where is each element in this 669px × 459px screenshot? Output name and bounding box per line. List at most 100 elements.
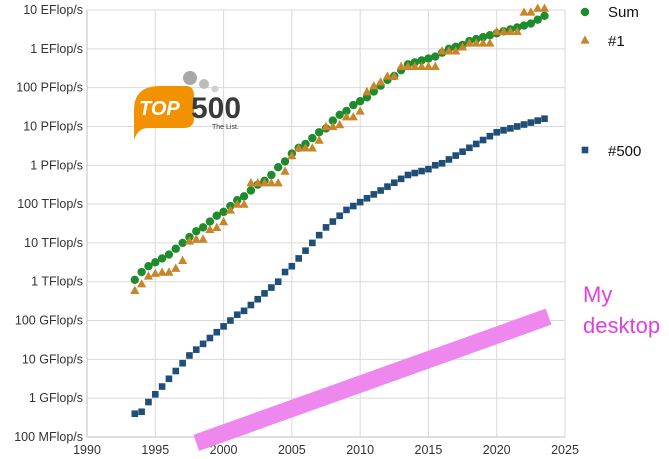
data-point — [213, 328, 221, 336]
data-point — [281, 268, 289, 276]
data-point — [165, 375, 173, 383]
series-sum — [130, 11, 549, 284]
data-point — [335, 110, 344, 120]
data-point — [138, 408, 145, 416]
data-point — [171, 263, 181, 272]
data-point — [199, 340, 207, 348]
data-point — [294, 143, 304, 152]
data-point — [459, 148, 466, 155]
logo-bubble-small — [211, 85, 219, 93]
data-point — [356, 198, 364, 206]
data-point — [498, 26, 509, 36]
data-point — [452, 152, 460, 159]
data-point — [486, 132, 494, 140]
data-point — [342, 106, 351, 116]
data-point — [431, 52, 440, 61]
desktop-band-layer — [193, 308, 552, 451]
x-tick-label: 2025 — [551, 443, 579, 457]
data-point — [478, 38, 488, 47]
x-tick-label: 1990 — [73, 443, 101, 457]
logo-badge-text: TOP — [139, 98, 180, 120]
legend-marker — [580, 7, 590, 17]
data-point — [205, 217, 215, 226]
data-point — [471, 38, 481, 47]
y-tick-label: 100 MFlop/s — [14, 430, 83, 444]
data-point — [144, 262, 153, 271]
data-point — [328, 116, 338, 125]
data-point — [397, 175, 405, 183]
y-tick-label: 100 TFlop/s — [17, 197, 83, 211]
data-point — [438, 160, 446, 167]
y-tick-label: 10 PFlop/s — [23, 119, 83, 133]
data-point — [505, 26, 515, 36]
data-point — [171, 244, 180, 253]
data-point — [377, 187, 384, 194]
data-point — [266, 178, 276, 187]
data-point — [218, 216, 229, 226]
data-point — [137, 267, 146, 277]
data-point — [131, 410, 139, 418]
data-point — [390, 179, 398, 187]
data-point — [444, 46, 454, 55]
data-point — [369, 81, 379, 90]
y-tick-label: 1 TFlop/s — [31, 275, 83, 289]
logo-bubble-large — [183, 71, 197, 85]
data-point — [321, 121, 331, 131]
data-point — [261, 290, 268, 297]
data-point — [410, 61, 420, 70]
data-point — [219, 207, 228, 217]
data-point — [157, 254, 167, 263]
data-point — [300, 143, 311, 152]
legend-marker — [581, 146, 589, 154]
data-point — [267, 170, 276, 180]
annotation-line-1: My — [583, 282, 612, 307]
data-point — [423, 61, 434, 70]
data-point — [350, 202, 357, 210]
data-point — [178, 238, 187, 248]
data-point — [493, 128, 501, 136]
data-point — [341, 112, 352, 121]
y-tick-label: 1 GFlop/s — [29, 391, 83, 405]
top500-logo: TOP 500 The List. — [134, 71, 241, 140]
data-point — [322, 224, 330, 231]
data-point — [418, 167, 425, 175]
data-point — [225, 205, 235, 214]
data-point — [464, 38, 474, 47]
y-tick-label: 1 PFlop/s — [30, 158, 83, 172]
data-point — [519, 21, 529, 30]
data-point — [478, 32, 488, 42]
data-point — [355, 106, 365, 115]
data-point — [541, 115, 548, 122]
data-point — [151, 391, 159, 398]
legend-label: #1 — [608, 33, 625, 50]
data-point — [212, 222, 222, 232]
desktop-band — [193, 308, 552, 451]
data-point — [205, 224, 215, 234]
data-point — [273, 178, 283, 187]
data-point — [431, 161, 439, 169]
data-point — [451, 46, 461, 55]
data-point — [349, 100, 358, 110]
data-point — [445, 156, 453, 163]
data-point — [191, 234, 201, 243]
data-point — [192, 346, 200, 353]
data-point — [526, 19, 536, 28]
data-point — [492, 26, 502, 36]
data-point — [479, 136, 487, 144]
data-point — [403, 61, 413, 70]
logo-number: 500 — [191, 92, 241, 125]
data-point — [336, 212, 343, 220]
x-tick-label: 2015 — [415, 443, 443, 457]
y-tick-label: 100 PFlop/s — [16, 81, 83, 95]
data-point — [240, 307, 248, 315]
series-rank-1 — [130, 3, 550, 294]
y-tick-label: 10 GFlop/s — [22, 352, 83, 366]
y-tick-label: 1 EFlop/s — [30, 42, 83, 56]
data-point — [466, 144, 473, 152]
data-point — [382, 71, 393, 80]
data-point — [212, 211, 221, 220]
data-point — [370, 191, 378, 198]
legend-label: Sum — [608, 4, 639, 21]
data-point — [527, 119, 535, 126]
